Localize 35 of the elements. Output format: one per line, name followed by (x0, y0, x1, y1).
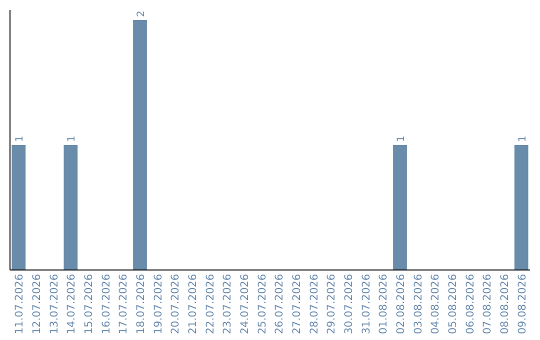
x-tick-label: 12.07.2026 (31, 274, 43, 334)
x-tick-label: 19.07.2026 (152, 274, 164, 334)
x-tick-label: 14.07.2026 (66, 274, 78, 334)
x-tick-label: 01.08.2026 (378, 274, 390, 334)
x-tick-label: 26.07.2026 (274, 274, 286, 334)
x-tick-label: 31.07.2026 (360, 274, 372, 334)
x-tick-label: 21.07.2026 (187, 274, 199, 334)
x-tick-label: 18.07.2026 (135, 274, 147, 334)
x-tick-label: 24.07.2026 (239, 274, 251, 334)
x-tick-label: 08.08.2026 (499, 274, 511, 334)
x-tick-label: 04.08.2026 (430, 274, 442, 334)
data-label: 2 (136, 10, 147, 17)
data-label: 1 (396, 136, 407, 142)
x-tick-label: 16.07.2026 (100, 274, 112, 334)
x-tick-label: 11.07.2026 (14, 274, 26, 334)
data-label: 1 (66, 136, 78, 142)
x-tick-label: 27.07.2026 (291, 274, 303, 334)
x-tick-label: 28.07.2026 (308, 274, 320, 334)
x-tick-label: 23.07.2026 (222, 274, 234, 334)
data-label: 1 (14, 136, 26, 142)
x-tick-label: 07.08.2026 (482, 274, 494, 334)
x-tick-label: 29.07.2026 (326, 274, 338, 334)
x-tick-label: 25.07.2026 (256, 274, 268, 334)
x-tick-label: 02.08.2026 (395, 274, 407, 334)
x-tick-label: 20.07.2026 (170, 274, 182, 334)
data-label: 1 (517, 136, 528, 142)
x-tick-label: 09.08.2026 (516, 274, 528, 334)
x-tick-label: 15.07.2026 (83, 274, 95, 334)
x-tick-label: 30.07.2026 (343, 274, 355, 334)
x-tick-label: 13.07.2026 (48, 274, 60, 334)
x-tick-label: 05.08.2026 (447, 274, 459, 334)
x-tick-label: 03.08.2026 (412, 274, 424, 334)
x-tick-label: 06.08.2026 (464, 274, 476, 334)
x-tick-label: 17.07.2026 (118, 274, 130, 334)
x-tick-label: 22.07.2026 (204, 274, 216, 334)
